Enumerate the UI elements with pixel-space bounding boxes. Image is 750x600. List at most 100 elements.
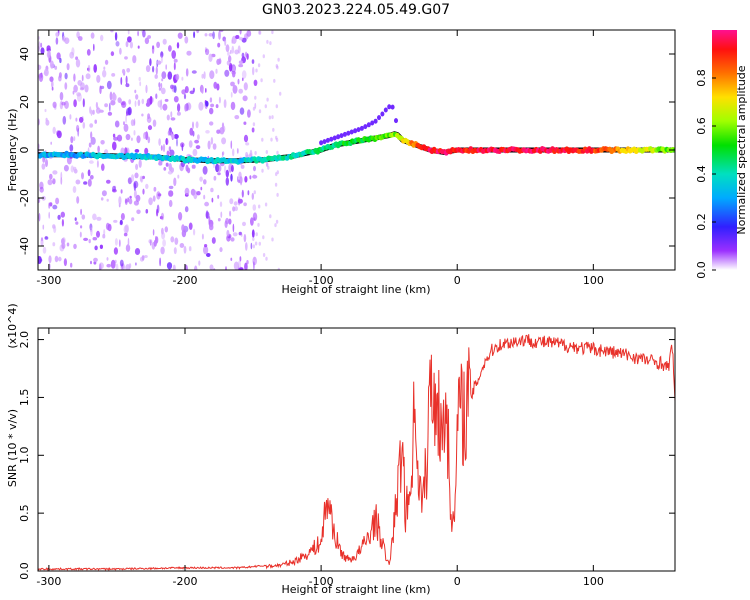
noise-speck	[151, 45, 155, 54]
noise-speck	[38, 64, 42, 70]
noise-speck	[119, 219, 123, 225]
noise-speck	[73, 99, 77, 108]
noise-speck	[145, 65, 151, 73]
noise-speck	[234, 49, 239, 55]
noise-speck	[265, 256, 268, 261]
noise-speck	[75, 179, 81, 185]
noise-speck	[201, 73, 204, 79]
noise-speck	[38, 36, 41, 40]
noise-speck	[78, 36, 83, 41]
noise-speck	[124, 56, 128, 60]
noise-speck	[84, 84, 89, 93]
noise-speck	[198, 101, 204, 111]
noise-speck	[166, 114, 170, 121]
noise-speck	[158, 138, 161, 146]
noise-speck	[210, 187, 214, 193]
noise-speck	[188, 140, 193, 148]
noise-speck	[85, 73, 91, 80]
snr-y-label: SNR (10 * v/v)	[6, 409, 19, 487]
noise-speck	[100, 140, 105, 145]
noise-speck	[173, 134, 179, 139]
noise-speck	[88, 239, 91, 244]
noise-speck	[90, 109, 93, 116]
noise-speck	[55, 197, 60, 205]
noise-speck	[161, 232, 166, 240]
noise-speck	[241, 70, 247, 79]
noise-speck	[262, 235, 265, 240]
noise-speck	[160, 83, 163, 89]
noise-speck	[119, 98, 123, 104]
noise-speck	[230, 101, 236, 111]
noise-speck	[61, 219, 64, 227]
noise-speck	[230, 257, 233, 261]
noise-speck	[129, 195, 132, 199]
noise-speck	[166, 138, 169, 145]
colorbar-axis: 0.0 0.2 0.4 0.6 0.8	[695, 69, 716, 279]
noise-speck	[254, 214, 257, 219]
colorbar-tick-label: 0.4	[695, 165, 708, 183]
noise-speck	[257, 63, 261, 68]
noise-speck	[87, 178, 92, 187]
noise-speck	[177, 32, 183, 39]
noise-speck	[152, 229, 155, 236]
noise-speck	[247, 190, 250, 196]
noise-speck	[266, 163, 269, 168]
noise-speck	[94, 245, 98, 251]
noise-speck	[126, 111, 128, 117]
noise-speck	[72, 186, 77, 193]
noise-speck	[242, 221, 246, 227]
noise-speck	[73, 243, 77, 250]
noise-speck	[251, 229, 255, 238]
noise-speck	[135, 262, 137, 266]
noise-speck	[175, 73, 180, 81]
noise-speck	[148, 197, 153, 206]
noise-speck	[258, 109, 262, 114]
upper-branch-cell	[329, 136, 334, 142]
y-tick-label: 0	[18, 147, 31, 154]
noise-speck	[125, 83, 130, 88]
noise-speck	[204, 201, 210, 207]
noise-speck	[38, 73, 44, 82]
noise-speck	[237, 78, 240, 85]
noise-speck	[142, 175, 145, 180]
snr-frame	[37, 327, 676, 572]
noise-speck	[221, 137, 227, 145]
upper-branch-cell	[377, 115, 381, 121]
noise-speck	[232, 223, 235, 233]
noise-speck	[177, 103, 181, 112]
snr-series-line	[38, 334, 675, 571]
noise-speck	[209, 70, 215, 80]
noise-speck	[89, 123, 94, 128]
noise-speck	[115, 41, 120, 47]
noise-speck	[276, 150, 279, 155]
noise-speck	[191, 70, 197, 74]
upper-branch-cell	[370, 120, 375, 126]
noise-speck	[133, 200, 139, 206]
noise-speck	[126, 68, 131, 73]
spectrogram-panel: -300 -200 -100 0 100 40 20 0 -20 -40 Height of s…	[6, 29, 676, 296]
noise-speck	[98, 262, 104, 270]
noise-speck	[205, 88, 207, 93]
noise-speck	[253, 256, 256, 261]
noise-speck	[210, 137, 214, 145]
noise-speck	[265, 150, 268, 154]
noise-speck	[110, 99, 116, 106]
noise-speck	[90, 131, 93, 140]
noise-speck	[50, 141, 52, 145]
noise-speck	[230, 49, 232, 55]
x-tick-label: -200	[173, 274, 198, 287]
noise-speck	[56, 130, 62, 139]
noise-speck	[246, 30, 252, 37]
noise-speck	[52, 178, 56, 185]
noise-speck	[252, 122, 256, 127]
upper-branch-cell	[332, 135, 337, 141]
noise-speck	[62, 115, 67, 125]
noise-speck	[168, 190, 174, 197]
noise-speck	[192, 148, 198, 157]
noise-speck	[254, 151, 257, 155]
noise-speck	[160, 87, 166, 95]
noise-speck	[156, 204, 160, 214]
y-tick-label: -20	[18, 189, 31, 207]
noise-speck	[258, 204, 261, 209]
noise-speck	[114, 32, 118, 41]
